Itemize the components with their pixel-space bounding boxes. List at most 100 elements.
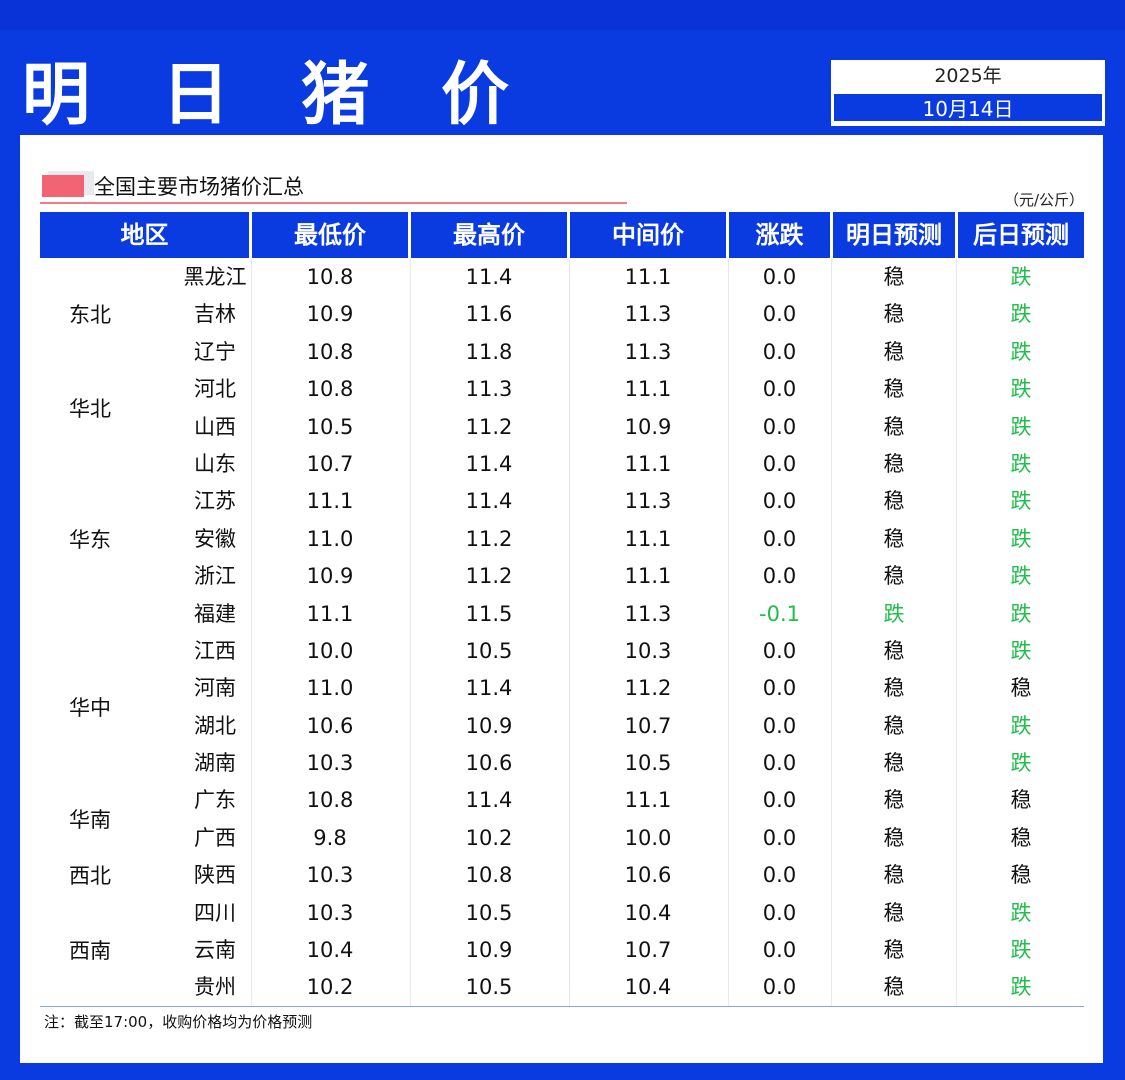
cell-high: 11.6 — [465, 302, 513, 327]
section-underline — [40, 202, 627, 204]
cell-high: 11.3 — [465, 377, 513, 402]
cell-province: 云南 — [194, 938, 236, 963]
cell-tomorrow: 稳 — [883, 788, 905, 813]
cell-province: 湖北 — [194, 713, 236, 738]
cell-mid: 11.3 — [624, 601, 672, 626]
cell-province: 四川 — [194, 900, 236, 925]
cell-low: 11.0 — [306, 526, 354, 551]
cell-after: 跌 — [1010, 302, 1032, 327]
cell-mid: 11.2 — [624, 676, 672, 701]
cell-low: 10.8 — [306, 339, 354, 364]
cell-after: 跌 — [1010, 713, 1032, 738]
cell-low: 10.9 — [306, 564, 354, 589]
cell-province: 河北 — [194, 377, 236, 402]
column-divider — [251, 259, 252, 1006]
cell-tomorrow: 稳 — [883, 751, 905, 776]
cell-change: 0.0 — [762, 900, 797, 925]
cell-high: 10.5 — [465, 638, 513, 663]
cell-change: 0.0 — [762, 377, 797, 402]
cell-province: 山东 — [194, 451, 236, 476]
region-label: 东北 — [69, 303, 111, 328]
cell-low: 10.3 — [306, 900, 354, 925]
cell-low: 11.1 — [306, 489, 354, 514]
page-title: 明 日 猪 价 — [22, 56, 534, 135]
cell-high: 10.5 — [465, 900, 513, 925]
cell-high: 11.4 — [465, 788, 513, 813]
cell-province: 吉林 — [194, 302, 236, 327]
cell-after: 跌 — [1010, 377, 1032, 402]
cell-tomorrow: 稳 — [883, 863, 905, 888]
cell-change: 0.0 — [762, 938, 797, 963]
cell-high: 10.9 — [465, 713, 513, 738]
cell-after: 跌 — [1010, 564, 1032, 589]
table-row: 吉林 10.9 11.6 11.3 0.0 稳 跌 — [40, 296, 1084, 333]
column-header-tomorrow: 明日预测 — [833, 212, 955, 258]
region-label: 华中 — [69, 695, 111, 720]
cell-after: 跌 — [1010, 451, 1032, 476]
cell-mid: 10.3 — [624, 638, 672, 663]
cell-change: 0.0 — [762, 489, 797, 514]
cell-province: 黑龙江 — [183, 265, 247, 289]
cell-province: 江西 — [194, 638, 236, 663]
cell-high: 11.4 — [465, 451, 513, 476]
region-label: 华南 — [69, 808, 111, 832]
cell-after: 跌 — [1010, 975, 1032, 1000]
cell-low: 10.5 — [306, 414, 354, 439]
region-label: 华东 — [69, 527, 111, 552]
cell-province: 辽宁 — [194, 339, 236, 364]
cell-tomorrow: 稳 — [883, 900, 905, 925]
cell-province: 湖南 — [194, 751, 236, 776]
table-row: 河北 10.8 11.3 11.1 0.0 稳 跌 — [40, 371, 1084, 408]
cell-tomorrow: 稳 — [883, 339, 905, 364]
cell-change: 0.0 — [762, 638, 797, 663]
table-row: 辽宁 10.8 11.8 11.3 0.0 稳 跌 — [40, 334, 1084, 371]
cell-province: 贵州 — [194, 975, 236, 1000]
table-row: 贵州 10.2 10.5 10.4 0.0 稳 跌 — [40, 969, 1084, 1006]
cell-tomorrow: 稳 — [883, 414, 905, 439]
table-row: 山西 10.5 11.2 10.9 0.0 稳 跌 — [40, 409, 1084, 446]
cell-tomorrow: 稳 — [883, 302, 905, 327]
cell-tomorrow: 跌 — [883, 601, 905, 626]
table-row: 广东 10.8 11.4 11.1 0.0 稳 稳 — [40, 782, 1084, 819]
cell-tomorrow: 稳 — [883, 975, 905, 1000]
cell-high: 11.4 — [465, 676, 513, 701]
cell-change: 0.0 — [762, 302, 797, 327]
cell-mid: 11.1 — [624, 526, 672, 551]
cell-after: 跌 — [1010, 339, 1032, 364]
column-divider — [956, 259, 957, 1006]
cell-change: 0.0 — [762, 751, 797, 776]
cell-change: 0.0 — [762, 713, 797, 738]
region-label: 华北 — [69, 396, 111, 421]
cell-low: 9.8 — [313, 825, 347, 850]
cell-change: 0.0 — [762, 788, 797, 813]
cell-low: 10.7 — [306, 451, 354, 476]
cell-after: 跌 — [1010, 526, 1032, 551]
footnote: 注：截至17:00，收购价格均为价格预测 — [44, 1013, 313, 1031]
column-header-after: 后日预测 — [958, 212, 1084, 258]
cell-mid: 11.3 — [624, 302, 672, 327]
top-strip — [0, 0, 1125, 30]
cell-province: 江苏 — [194, 489, 236, 514]
cell-after: 跌 — [1010, 265, 1032, 289]
cell-province: 山西 — [194, 414, 236, 439]
column-header-high: 最高价 — [411, 212, 567, 258]
cell-high: 10.8 — [465, 863, 513, 888]
cell-mid: 10.5 — [624, 751, 672, 776]
table-row: 云南 10.4 10.9 10.7 0.0 稳 跌 — [40, 932, 1084, 969]
table-row: 安徽 11.0 11.2 11.1 0.0 稳 跌 — [40, 521, 1084, 558]
cell-after: 跌 — [1010, 751, 1032, 776]
cell-mid: 11.1 — [624, 564, 672, 589]
cell-mid: 11.3 — [624, 489, 672, 514]
cell-change: 0.0 — [762, 975, 797, 1000]
cell-province: 广东 — [194, 788, 236, 813]
cell-change: 0.0 — [762, 414, 797, 439]
cell-after: 跌 — [1010, 900, 1032, 925]
cell-tomorrow: 稳 — [883, 451, 905, 476]
cell-low: 11.0 — [306, 676, 354, 701]
section-title: 全国主要市场猪价汇总 — [94, 175, 304, 199]
column-header-low: 最低价 — [252, 212, 408, 258]
cell-mid: 11.1 — [624, 265, 672, 289]
region-label: 西南 — [69, 938, 111, 963]
cell-high: 10.6 — [465, 751, 513, 776]
cell-low: 10.2 — [306, 975, 354, 1000]
